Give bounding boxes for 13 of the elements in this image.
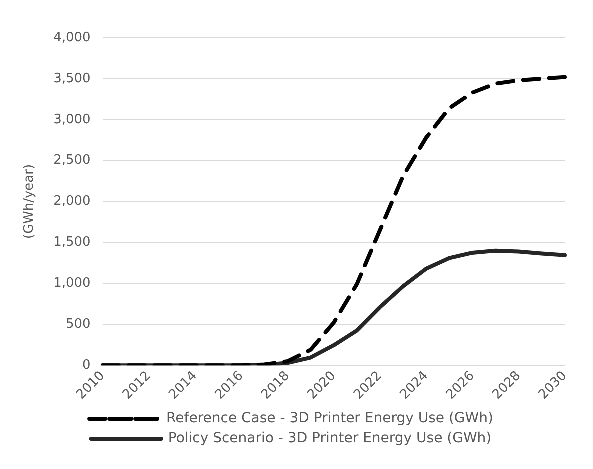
line-series — [100, 75, 567, 366]
y-tick-label: 2,500 — [54, 153, 91, 168]
y-tick-label: 1,500 — [54, 235, 91, 250]
y-tick-label: 0 — [82, 358, 91, 373]
y-tick-label: 1,000 — [54, 276, 91, 292]
y-tick-label: 500 — [66, 317, 91, 332]
legend-label: Policy Scenario - 3D Printer Energy Use (GWh) — [168, 430, 492, 447]
legend-label: Reference Case - 3D Printer Energy Use (GWh) — [166, 410, 494, 427]
y-tick-label: 3,500 — [54, 71, 91, 86]
y-tick-label: 3,000 — [54, 112, 91, 128]
y-tick-label: 4,000 — [54, 30, 91, 46]
y-axis-title: (GWh/year) — [22, 164, 38, 240]
y-tick-label: 2,000 — [54, 194, 91, 210]
